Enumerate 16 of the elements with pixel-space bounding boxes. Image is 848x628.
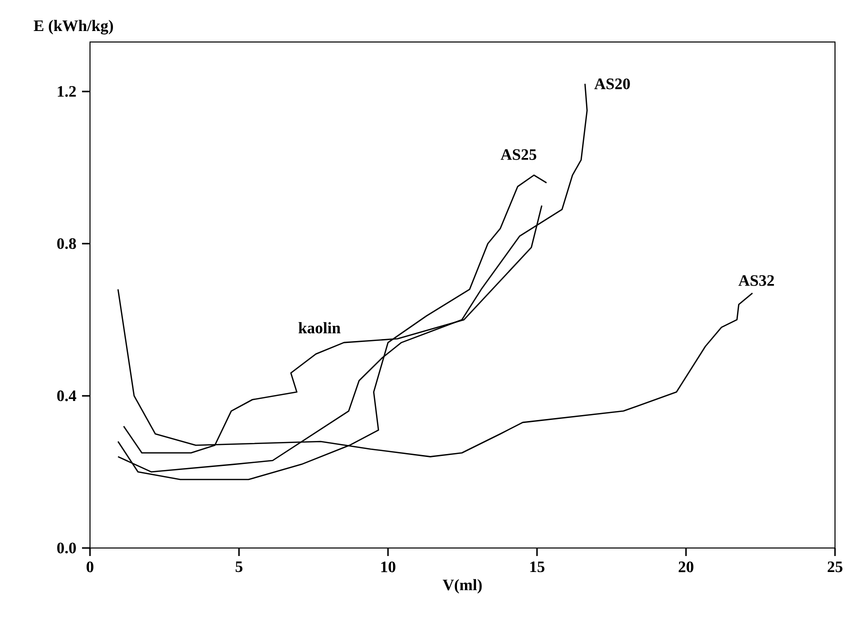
y-tick-label: 0.8 bbox=[57, 238, 76, 250]
y-tick-label: 0.0 bbox=[57, 542, 76, 554]
x-tick-label: 20 bbox=[678, 561, 694, 572]
series-label: AS25 bbox=[500, 149, 536, 160]
y-tick-label: 1.2 bbox=[58, 86, 76, 97]
x-tick-label: 10 bbox=[381, 561, 396, 572]
series-label: AS32 bbox=[738, 275, 774, 286]
x-tick-label: 25 bbox=[828, 561, 842, 572]
series-label: AS20 bbox=[594, 78, 630, 90]
x-axis-title: V(ml) bbox=[442, 579, 482, 594]
y-axis-title: E (kWh/kg) bbox=[34, 20, 113, 34]
y-tick-label: 0.4 bbox=[57, 390, 76, 402]
series-label: kaolin bbox=[298, 322, 340, 334]
x-tick-label: 15 bbox=[530, 561, 544, 572]
x-tick-label: 5 bbox=[236, 561, 242, 572]
x-tick-label: 0 bbox=[86, 561, 94, 572]
